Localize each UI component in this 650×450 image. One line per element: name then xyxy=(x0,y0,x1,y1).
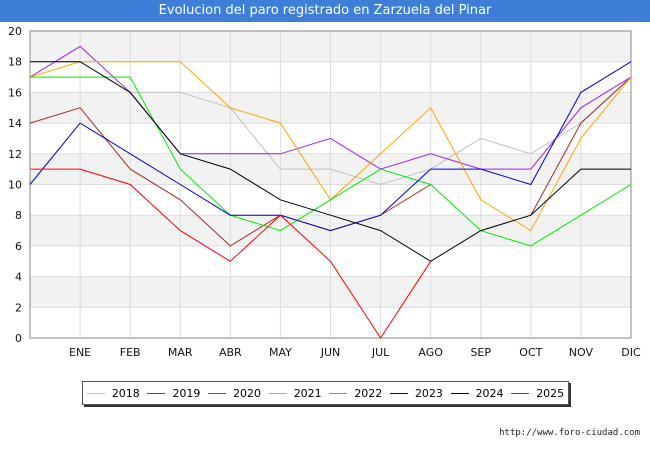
x-tick-label: MAY xyxy=(269,346,292,359)
x-tick-label: FEB xyxy=(120,346,141,359)
x-tick-label: MAR xyxy=(168,346,193,359)
y-tick-label: 4 xyxy=(15,271,22,284)
legend-label: 2024 xyxy=(475,386,504,400)
y-tick-label: 6 xyxy=(15,240,22,253)
legend-label: 2019 xyxy=(172,386,201,400)
x-tick-label: DIC xyxy=(621,346,641,359)
legend-label: 2022 xyxy=(354,386,383,400)
legend-swatch xyxy=(86,392,105,394)
legend-item-2021: 2021 xyxy=(268,386,322,400)
y-tick-label: 0 xyxy=(15,332,22,345)
legend-swatch xyxy=(268,392,287,394)
y-tick-label: 8 xyxy=(15,209,22,222)
legend-label: 2020 xyxy=(233,386,262,400)
legend: 2018 2019 2020 2021 2022 2023 2024 2025 xyxy=(82,381,569,405)
x-tick-label: ENE xyxy=(69,346,91,359)
legend-item-2020: 2020 xyxy=(208,387,261,400)
series-line-2022 xyxy=(30,76,632,247)
y-tick-label: 18 xyxy=(8,56,22,69)
legend-item-2024: 2024 xyxy=(450,386,504,400)
legend-swatch xyxy=(389,392,408,394)
legend-item-2019: 2019 xyxy=(147,387,200,400)
x-tick-label: JUL xyxy=(371,346,390,359)
y-tick-label: 14 xyxy=(8,117,22,130)
chart-title: Evolucion del paro registrado en Zarzuel… xyxy=(0,0,650,22)
legend-item-2023: 2023 xyxy=(389,386,443,400)
legend-label: 2021 xyxy=(293,386,322,400)
y-tick-label: 2 xyxy=(15,301,22,314)
y-tick-label: 16 xyxy=(8,86,22,99)
x-tick-label: ABR xyxy=(219,346,242,359)
legend-item-2018: 2018 xyxy=(86,386,140,400)
legend-item-2022: 2022 xyxy=(329,387,382,400)
y-axis-ticks: 0 2 4 6 8 10 12 14 16 18 20 xyxy=(8,25,22,345)
series-line-2019 xyxy=(530,76,632,216)
x-tick-label: NOV xyxy=(569,346,594,359)
source-link[interactable]: http://www.foro-ciudad.com xyxy=(499,428,640,438)
legend-swatch xyxy=(147,392,166,394)
series-line-2024 xyxy=(30,61,631,262)
legend-swatch xyxy=(329,392,348,394)
y-tick-label: 12 xyxy=(8,148,22,161)
series-line-2023 xyxy=(29,61,632,232)
y-tick-label: 10 xyxy=(8,179,22,192)
x-tick-label: SEP xyxy=(470,346,491,359)
x-tick-label: AGO xyxy=(418,346,443,359)
series-line-2025 xyxy=(30,168,432,339)
x-tick-label: OCT xyxy=(519,346,542,359)
legend-label: 2025 xyxy=(536,386,565,400)
legend-label: 2023 xyxy=(414,386,443,400)
x-axis-ticks: ENE FEB MAR ABR MAY JUN JUL AGO SEP OCT NOV DIC xyxy=(69,346,641,359)
series-lines xyxy=(29,45,632,339)
legend-swatch xyxy=(511,392,530,394)
x-tick-label: JUN xyxy=(320,346,341,359)
y-tick-label: 20 xyxy=(8,25,22,38)
legend-swatch xyxy=(450,392,469,394)
legend-swatch xyxy=(208,392,227,394)
legend-label: 2018 xyxy=(111,386,140,400)
legend-item-2025: 2025 xyxy=(511,387,564,400)
